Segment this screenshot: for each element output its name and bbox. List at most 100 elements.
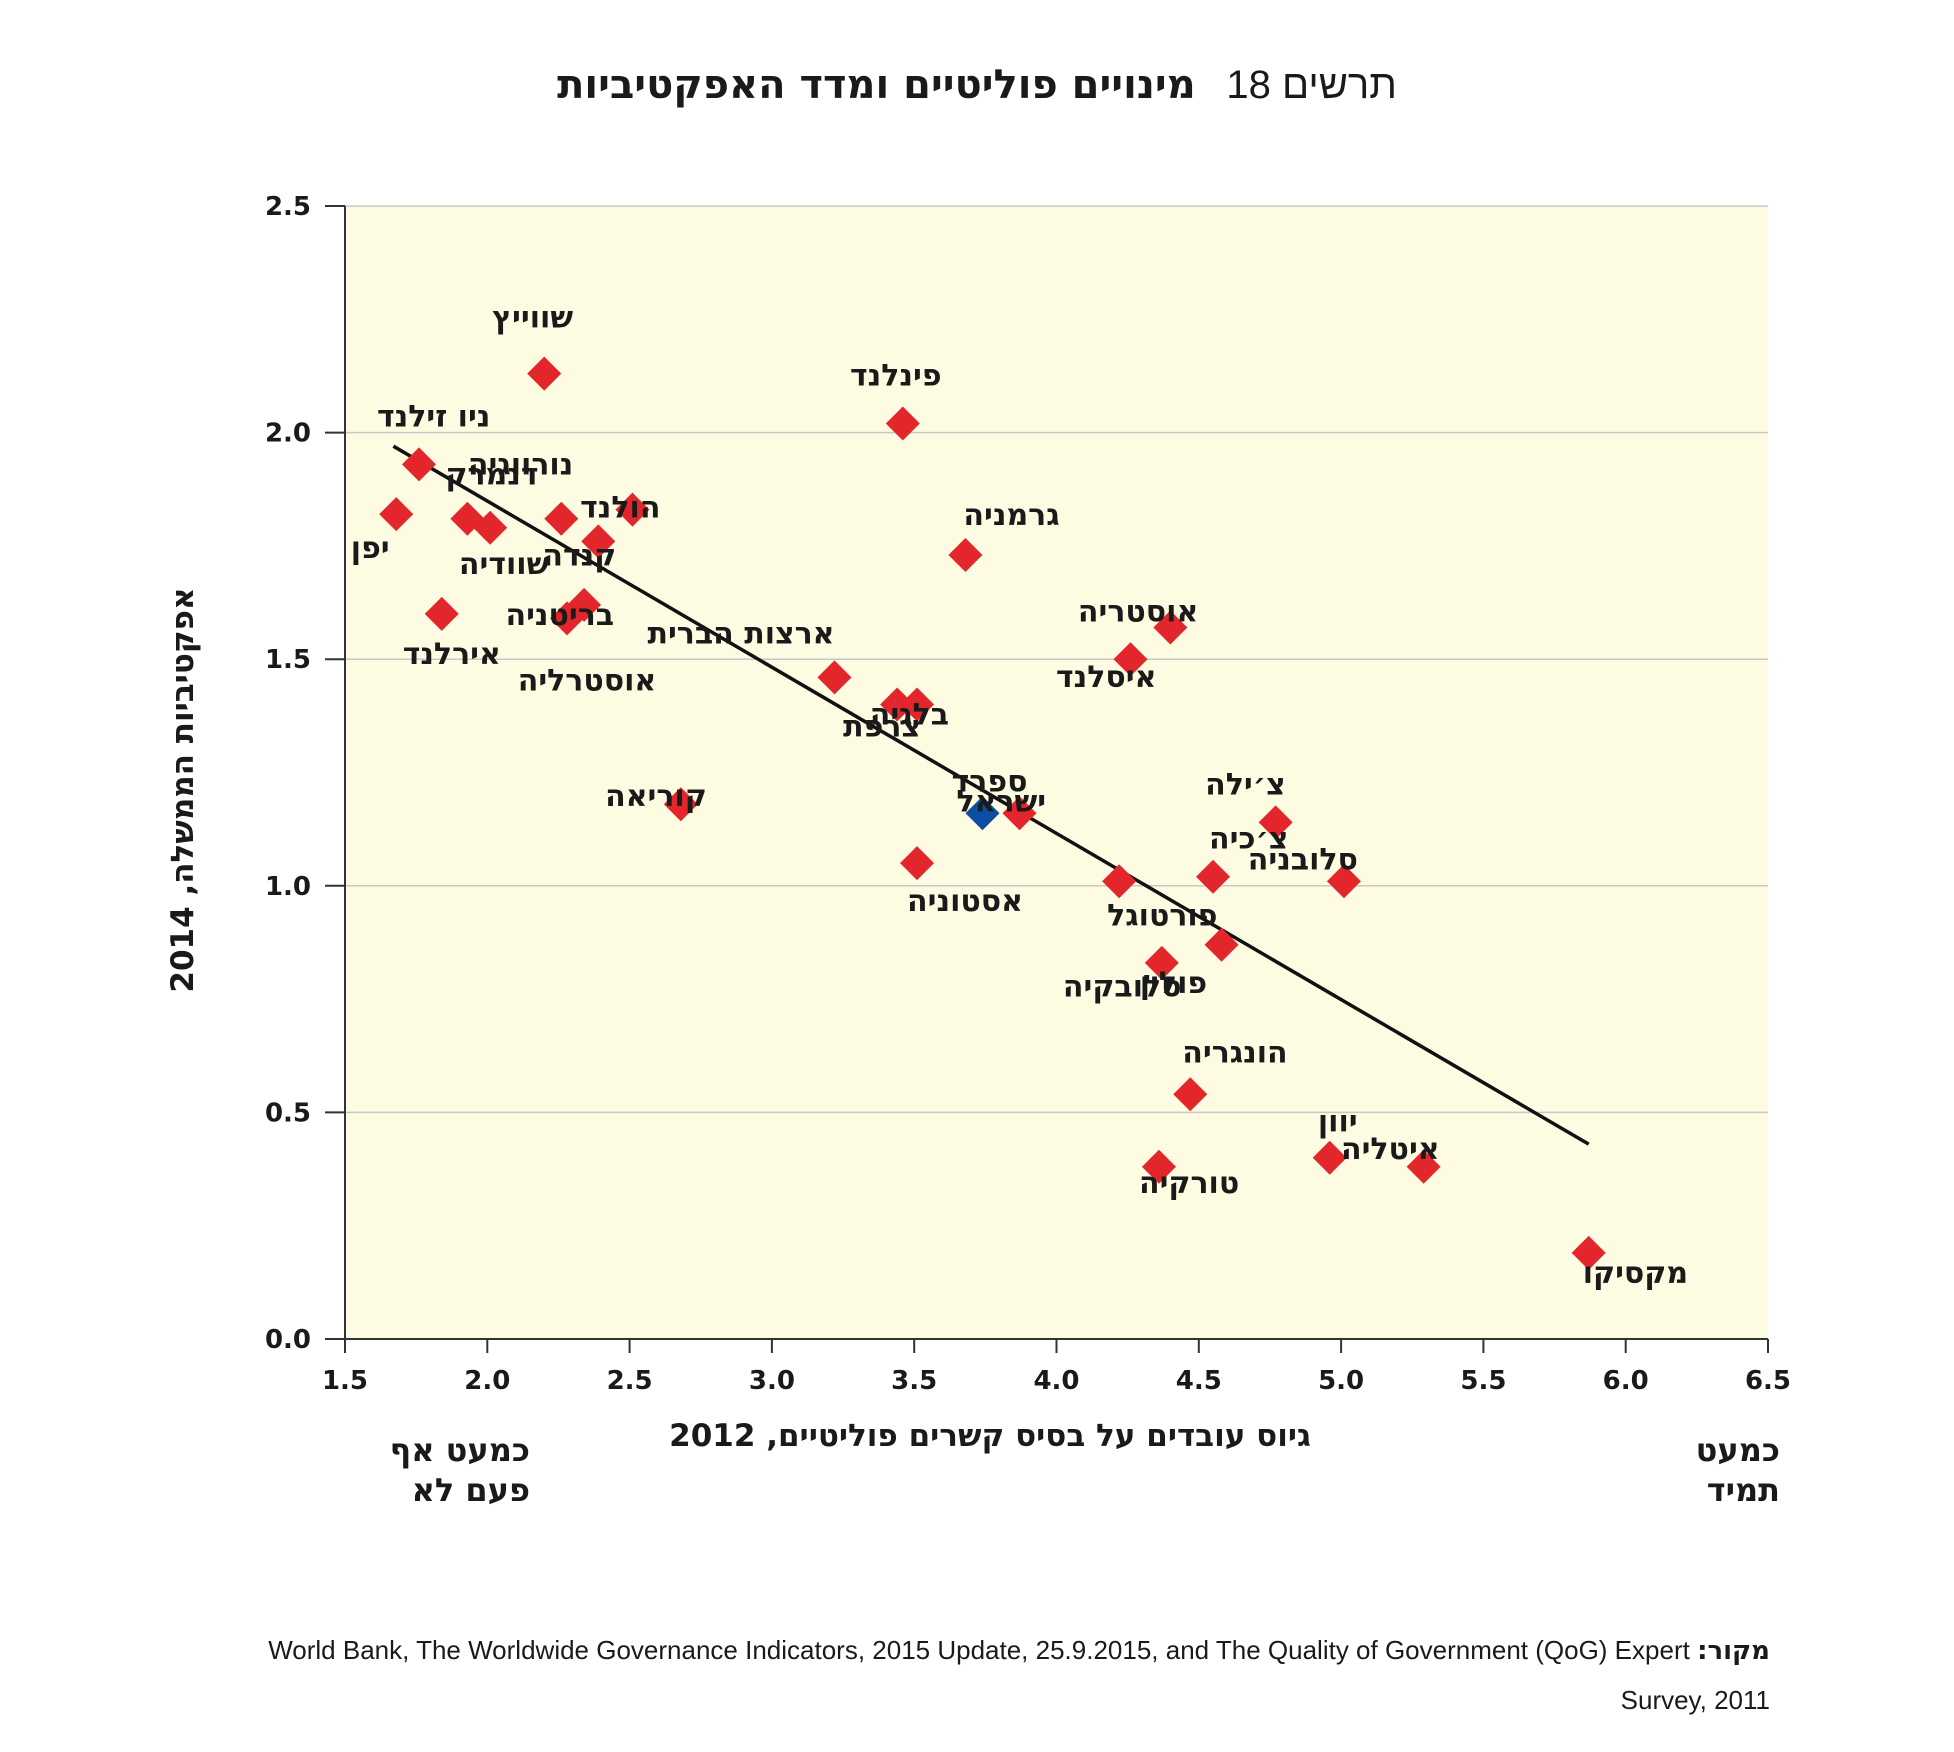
data-point-8 — [615, 492, 650, 527]
data-point-1 — [527, 356, 562, 391]
source-text-line2: Survey, 2011 — [1620, 1685, 1770, 1715]
data-point-13 — [424, 596, 459, 631]
axes: 0.0 0.5 1.0 1.5 2.0 2.5 1.5 2.0 2.5 3.0 3.5 4.0 4.5 5… — [265, 192, 1791, 1396]
trendline — [392, 444, 1590, 1146]
data-point-33 — [1571, 1235, 1606, 1270]
x-tick-label: 6.0 — [1603, 1366, 1649, 1396]
data-point-7 — [473, 510, 508, 545]
data-point-26 — [900, 846, 935, 881]
data-point-24 — [1326, 864, 1361, 899]
point-label: ישראל — [957, 784, 1047, 819]
x-axis-low-label: כמעט אף פעם לא — [389, 1431, 530, 1509]
x-tick-label: 3.5 — [891, 1366, 937, 1396]
data-point-18 — [900, 687, 935, 722]
data-point-20 — [965, 796, 1000, 831]
data-point-21 — [1002, 796, 1037, 831]
point-label: טורקיה — [1139, 1166, 1239, 1201]
data-point-10 — [948, 537, 983, 572]
y-axis-title: אפקטיביות הממשלה, 2014 — [165, 587, 201, 993]
data-point-27 — [1204, 927, 1239, 962]
y-tick-label: 0.5 — [265, 1098, 311, 1128]
x-tick-label: 4.5 — [1176, 1366, 1222, 1396]
x-axis-high-label: כמעט תמיד — [1695, 1431, 1780, 1509]
data-point-12 — [549, 601, 584, 636]
point-label: פינלנד — [850, 359, 942, 394]
point-label: אסטוניה — [907, 884, 1023, 919]
y-tick-label: 0.0 — [265, 1325, 311, 1355]
point-label: בלגיה — [870, 698, 949, 733]
point-label: צ׳ילה — [1205, 767, 1286, 802]
point-label: ניו זילנד — [377, 399, 490, 434]
y-tick-label: 1.0 — [265, 872, 311, 902]
data-point-22 — [1258, 805, 1293, 840]
point-label: איטליה — [1341, 1132, 1440, 1167]
gridlines — [345, 205, 1768, 1114]
point-label: קנדה — [542, 538, 616, 573]
source-label: מקור: — [1697, 1636, 1770, 1666]
x-tick-label: 2.5 — [607, 1366, 653, 1396]
x-tick-label: 3.0 — [749, 1366, 795, 1396]
point-label: יפן — [351, 531, 390, 566]
point-label: דנמרק — [445, 458, 538, 493]
point-label: פורטוגל — [1107, 898, 1217, 933]
y-tick-label: 2.5 — [265, 192, 311, 222]
point-label: ספרד — [952, 764, 1028, 799]
data-point-30 — [1312, 1140, 1347, 1175]
y-tick-label: 2.0 — [265, 419, 311, 449]
point-label: נורווגיה — [468, 448, 573, 483]
data-point-3 — [401, 447, 436, 482]
point-label: בריטניה — [505, 598, 614, 633]
data-point-23 — [1196, 859, 1231, 894]
data-point-31 — [1406, 1149, 1441, 1184]
data-points — [379, 356, 1606, 1270]
figure-title: מינויים פוליטיים ומדד האפקטיביות — [557, 62, 1196, 108]
plot-area — [345, 206, 1768, 1339]
data-point-9 — [581, 524, 616, 559]
data-point-14 — [1153, 610, 1188, 645]
data-point-19 — [663, 787, 698, 822]
source-text-line1: World Bank, The Worldwide Governance Ind… — [268, 1635, 1690, 1665]
point-label: איסלנד — [1056, 660, 1156, 695]
point-label: שווייץ — [492, 301, 573, 336]
x-axis-title: גיוס עובדים על בסיס קשרים פוליטיים, 2012 — [669, 1418, 1311, 1454]
point-label: גרמניה — [963, 498, 1059, 533]
point-label: פולין — [1140, 966, 1207, 1001]
data-point-15 — [817, 660, 852, 695]
chart-title: תרשים 18 מינויים פוליטיים ומדד האפקטיביו… — [0, 62, 1954, 108]
point-label: קוריאה — [605, 779, 707, 814]
point-label: אירלנד — [403, 637, 501, 672]
point-label: צ׳כיה — [1209, 822, 1288, 857]
data-point-6 — [379, 497, 414, 532]
point-label: מקסיקו — [1583, 1256, 1688, 1291]
point-label: סלובקיה — [1063, 970, 1182, 1005]
data-point-16 — [1113, 642, 1148, 677]
data-point-28 — [1144, 945, 1179, 980]
point-label: הולנד — [580, 491, 660, 526]
point-label: הונגריה — [1182, 1035, 1287, 1070]
point-label: ארצות הברית — [647, 616, 834, 651]
x-tick-label: 5.0 — [1318, 1366, 1364, 1396]
point-label: אוסטרליה — [518, 663, 657, 698]
data-point-29 — [1173, 1077, 1208, 1112]
figure-number: תרשים 18 — [1226, 63, 1397, 107]
point-label: יוון — [1318, 1105, 1358, 1140]
point-label: אוסטריה — [1078, 594, 1198, 629]
point-label: שוודיה — [459, 547, 550, 582]
point-label: צרפת — [843, 710, 921, 745]
trendline-group — [392, 444, 1590, 1146]
x-tick-label: 6.5 — [1745, 1366, 1791, 1396]
data-point-32 — [1141, 1149, 1176, 1184]
x-tick-label: 1.5 — [322, 1366, 368, 1396]
point-label: סלובניה — [1248, 842, 1358, 877]
data-point-25 — [1102, 864, 1137, 899]
data-point-17 — [880, 687, 915, 722]
data-point-2 — [885, 406, 920, 441]
x-tick-label: 4.0 — [1033, 1366, 1079, 1396]
data-point-5 — [544, 501, 579, 536]
y-tick-label: 1.5 — [265, 645, 311, 675]
x-tick-label: 5.5 — [1460, 1366, 1506, 1396]
source-note: מקור: World Bank, The Worldwide Governan… — [170, 1625, 1770, 1676]
x-tick-label: 2.0 — [464, 1366, 510, 1396]
